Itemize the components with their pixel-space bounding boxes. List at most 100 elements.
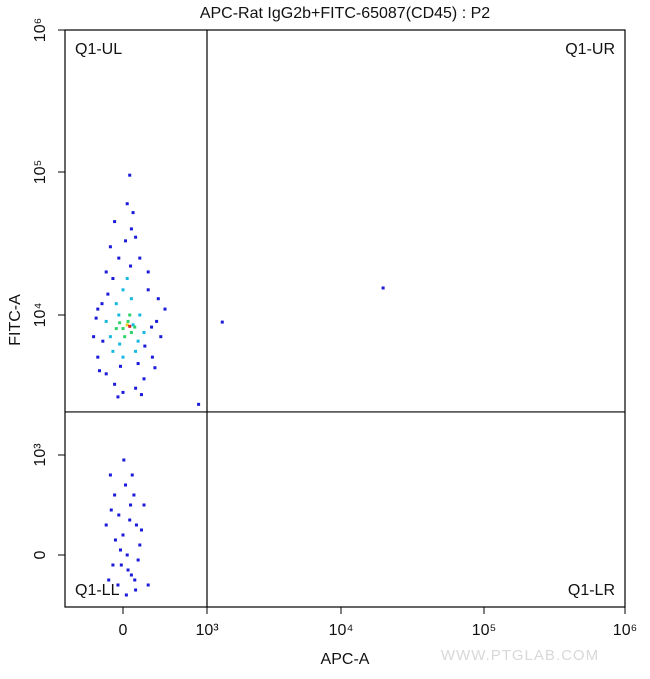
data-point (131, 211, 135, 215)
data-point (111, 276, 115, 280)
data-point (132, 493, 136, 497)
plot-frame (64, 29, 626, 608)
data-point (136, 362, 140, 366)
quadrant-label: Q1-LL (75, 582, 120, 599)
y-tick-label: 0 (32, 550, 49, 559)
data-point (146, 270, 150, 274)
data-point (107, 578, 111, 582)
data-point (121, 327, 125, 331)
y-tick-label: 10⁴ (32, 303, 49, 328)
x-tick-label: 10⁴ (329, 622, 354, 639)
data-point (125, 323, 129, 327)
data-point (139, 528, 143, 532)
data-point (101, 339, 105, 343)
x-tick-label: 10⁶ (613, 622, 637, 639)
data-point (134, 386, 138, 390)
data-point (143, 344, 147, 348)
data-point (121, 390, 125, 394)
data-point (156, 297, 160, 301)
data-point (129, 264, 133, 268)
quadrant-label: Q1-UR (565, 41, 615, 58)
data-point (138, 256, 142, 260)
data-point (113, 538, 117, 542)
data-point (113, 220, 117, 224)
data-point (197, 402, 201, 406)
y-axis-label: FITC-A (7, 294, 24, 346)
data-point (122, 458, 126, 462)
data-point (150, 355, 154, 359)
data-point (134, 349, 138, 353)
data-point (116, 583, 120, 587)
data-point (139, 393, 143, 397)
data-point (142, 503, 146, 507)
data-point (159, 335, 163, 339)
data-point (117, 313, 121, 317)
data-point (129, 227, 133, 231)
data-point (138, 543, 142, 547)
data-point (124, 483, 128, 487)
data-point (121, 533, 125, 537)
x-tick-label: 10⁵ (472, 622, 496, 639)
data-point (129, 503, 133, 507)
data-point (118, 364, 122, 368)
data-point (109, 508, 113, 512)
data-point (129, 330, 133, 334)
data-point (106, 292, 110, 296)
data-point (134, 235, 138, 239)
data-point (153, 366, 157, 370)
data-point (126, 568, 130, 572)
data-point (104, 372, 108, 376)
data-point (125, 276, 129, 280)
data-point (142, 377, 146, 381)
data-point (220, 320, 224, 324)
data-point (128, 518, 132, 522)
y-tick-label: 10⁶ (32, 18, 49, 42)
data-point (124, 593, 128, 597)
data-point (92, 335, 96, 339)
data-point (125, 553, 129, 557)
data-point (126, 319, 130, 323)
data-point (118, 548, 122, 552)
data-point (117, 256, 121, 260)
data-point (155, 319, 159, 323)
y-tick-label: 10⁵ (32, 160, 49, 184)
data-point (136, 558, 140, 562)
data-point (138, 313, 142, 317)
data-point (150, 325, 154, 329)
data-point (130, 473, 134, 477)
quadrant-label: Q1-UL (75, 41, 122, 58)
quadrant-label: Q1-LR (568, 582, 615, 599)
data-point (118, 321, 122, 325)
x-tick-label: 10³ (195, 622, 219, 639)
data-point (129, 573, 133, 577)
y-tick-label: 10³ (32, 443, 49, 467)
chart-title: APC-Rat IgG2b+FITC-65087(CD45) : P2 (200, 5, 490, 22)
data-point (97, 369, 101, 373)
data-point (94, 316, 98, 320)
data-point (96, 307, 100, 311)
data-point (136, 339, 140, 343)
data-point (128, 324, 132, 328)
data-point (104, 319, 108, 323)
data-point (104, 270, 108, 274)
data-point (134, 588, 138, 592)
data-point (123, 335, 127, 339)
data-point (131, 323, 135, 327)
data-point (119, 563, 123, 567)
x-tick-label: 0 (119, 622, 128, 639)
data-point (146, 583, 150, 587)
data-point (129, 297, 133, 301)
data-point (163, 307, 167, 311)
data-point (121, 355, 125, 359)
data-point (124, 239, 128, 243)
data-point (111, 563, 115, 567)
data-point (128, 173, 132, 177)
data-point (146, 288, 150, 292)
data-point (133, 325, 137, 329)
data-point (104, 523, 108, 527)
data-point (133, 578, 137, 582)
data-point (111, 349, 115, 353)
data-point (114, 327, 118, 331)
data-point (381, 286, 385, 290)
